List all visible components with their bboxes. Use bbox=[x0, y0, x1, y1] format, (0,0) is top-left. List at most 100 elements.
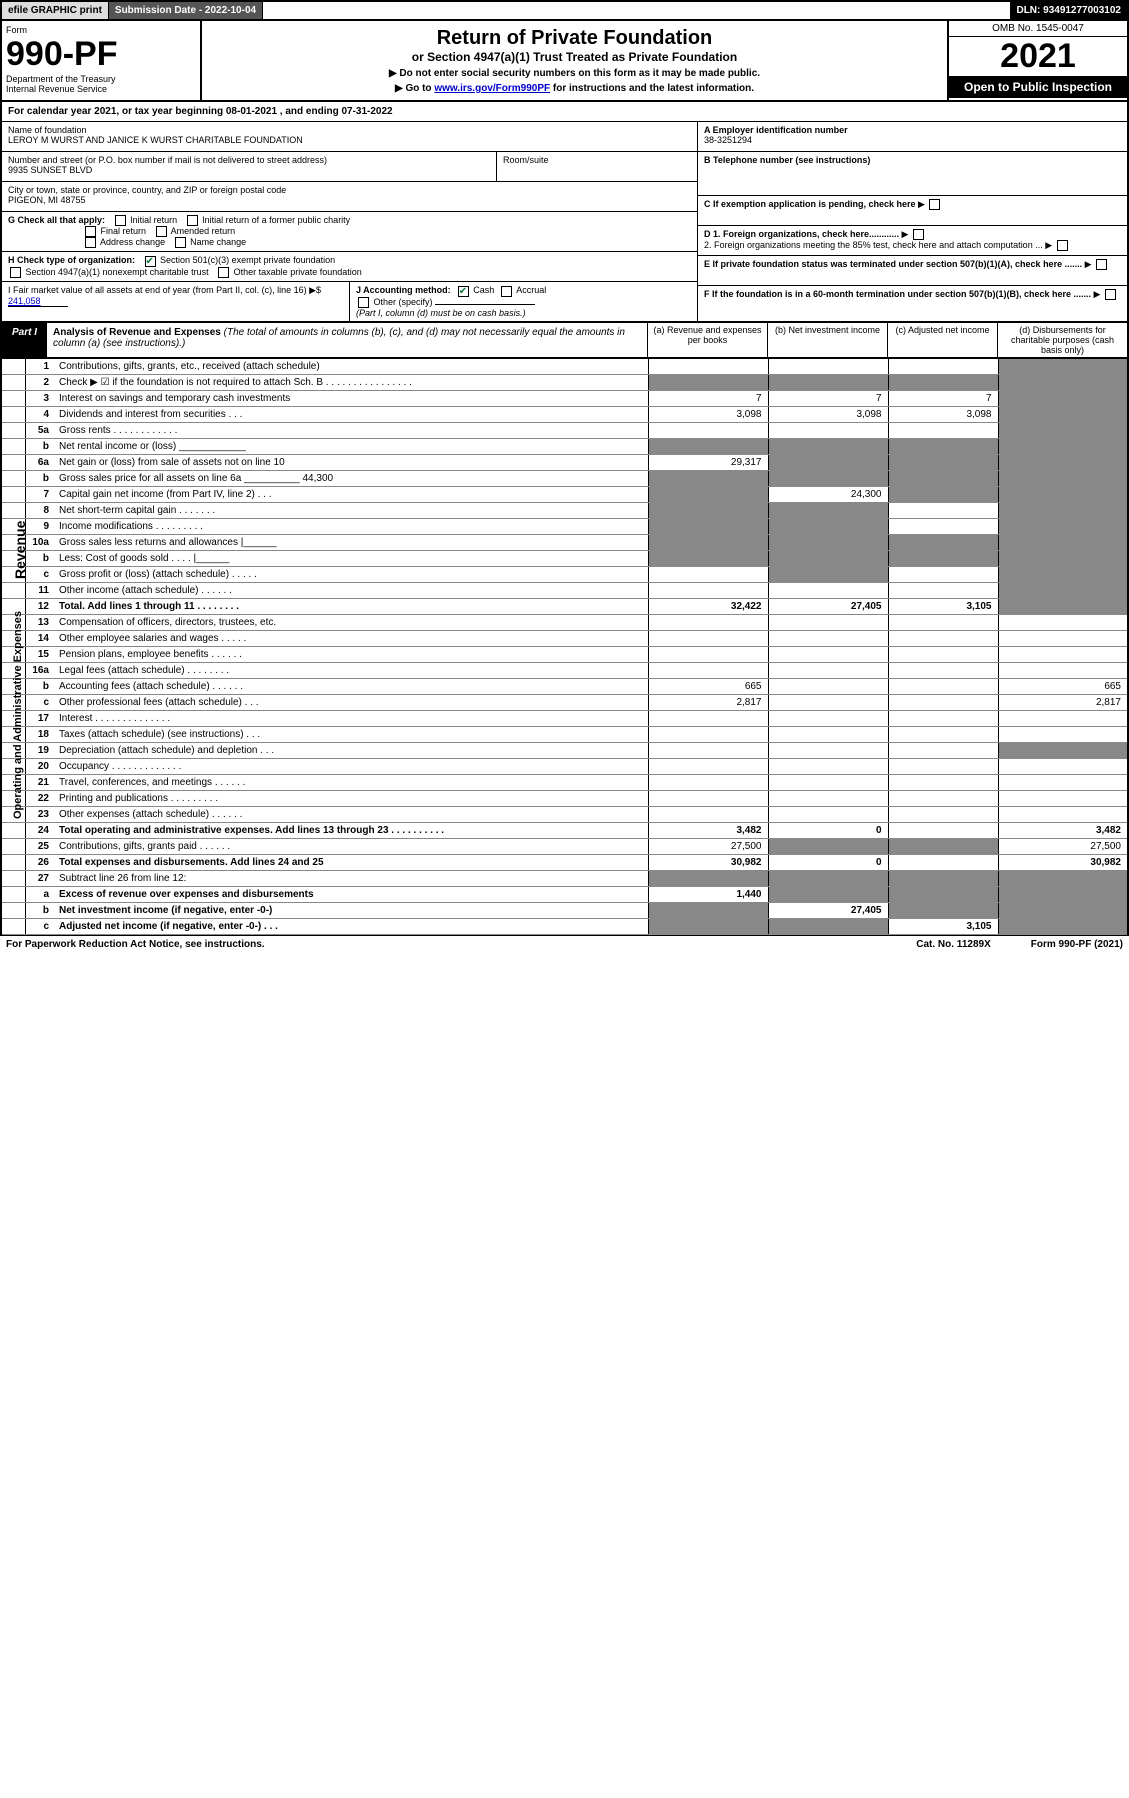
cb-accrual[interactable] bbox=[501, 286, 512, 297]
table-row: 6aNet gain or (loss) from sale of assets… bbox=[1, 454, 1128, 470]
fmv-value[interactable]: 241,058 bbox=[8, 296, 68, 307]
form-number: 990-PF bbox=[6, 35, 196, 74]
omb: OMB No. 1545-0047 bbox=[949, 21, 1127, 37]
col-c-header: (c) Adjusted net income bbox=[887, 323, 997, 357]
submission-date: Submission Date - 2022-10-04 bbox=[109, 2, 263, 19]
i-label: I Fair market value of all assets at end… bbox=[8, 285, 321, 295]
form-label: Form bbox=[6, 25, 196, 35]
g-label: G Check all that apply: bbox=[8, 215, 105, 225]
cb-4947[interactable] bbox=[10, 267, 21, 278]
d2-label: 2. Foreign organizations meeting the 85%… bbox=[704, 240, 1043, 250]
cb-501c3[interactable] bbox=[145, 256, 156, 267]
city-label: City or town, state or province, country… bbox=[8, 185, 691, 195]
cb-other-taxable[interactable] bbox=[218, 267, 229, 278]
table-row: 7Capital gain net income (from Part IV, … bbox=[1, 486, 1128, 502]
form-ref: Form 990-PF (2021) bbox=[1031, 939, 1123, 950]
paperwork-notice: For Paperwork Reduction Act Notice, see … bbox=[6, 939, 265, 950]
cb-exemption-pending[interactable] bbox=[929, 199, 940, 210]
cb-other-method[interactable] bbox=[358, 297, 369, 308]
table-row: 12Total. Add lines 1 through 11 . . . . … bbox=[1, 598, 1128, 614]
cb-cash[interactable] bbox=[458, 286, 469, 297]
table-row: 21Travel, conferences, and meetings . . … bbox=[1, 774, 1128, 790]
table-row: aExcess of revenue over expenses and dis… bbox=[1, 886, 1128, 902]
table-row: cOther professional fees (attach schedul… bbox=[1, 694, 1128, 710]
table-row: bNet rental income or (loss) ___________… bbox=[1, 438, 1128, 454]
table-row: 5aGross rents . . . . . . . . . . . . bbox=[1, 422, 1128, 438]
c-label: C If exemption application is pending, c… bbox=[704, 199, 916, 209]
table-row: 22Printing and publications . . . . . . … bbox=[1, 790, 1128, 806]
table-row: bLess: Cost of goods sold . . . . |_____… bbox=[1, 550, 1128, 566]
form-title: Return of Private Foundation bbox=[208, 27, 941, 50]
table-row: 3Interest on savings and temporary cash … bbox=[1, 390, 1128, 406]
note-link: ▶ Go to www.irs.gov/Form990PF for instru… bbox=[208, 83, 941, 94]
part1-title: Analysis of Revenue and Expenses bbox=[53, 327, 221, 338]
table-row: 16aLegal fees (attach schedule) . . . . … bbox=[1, 662, 1128, 678]
calendar-year-line: For calendar year 2021, or tax year begi… bbox=[0, 102, 1129, 122]
table-row: 24Total operating and administrative exp… bbox=[1, 822, 1128, 838]
table-row: 14Other employee salaries and wages . . … bbox=[1, 630, 1128, 646]
top-bar: efile GRAPHIC print Submission Date - 20… bbox=[0, 0, 1129, 21]
identity-block: Name of foundation LEROY M WURST AND JAN… bbox=[0, 122, 1129, 323]
table-row: 18Taxes (attach schedule) (see instructi… bbox=[1, 726, 1128, 742]
table-row: 10aGross sales less returns and allowanc… bbox=[1, 534, 1128, 550]
table-row: 19Depreciation (attach schedule) and dep… bbox=[1, 742, 1128, 758]
addr-label: Number and street (or P.O. box number if… bbox=[8, 155, 490, 165]
table-row: 23Other expenses (attach schedule) . . .… bbox=[1, 806, 1128, 822]
f-label: F If the foundation is in a 60-month ter… bbox=[704, 289, 1091, 299]
table-row: bAccounting fees (attach schedule) . . .… bbox=[1, 678, 1128, 694]
cb-name-change[interactable] bbox=[175, 237, 186, 248]
note-ssn: ▶ Do not enter social security numbers o… bbox=[208, 68, 941, 79]
cb-terminated[interactable] bbox=[1096, 259, 1107, 270]
table-row: 1Contributions, gifts, grants, etc., rec… bbox=[1, 359, 1128, 375]
table-row: 2Check ▶ ☑ if the foundation is not requ… bbox=[1, 374, 1128, 390]
col-a-header: (a) Revenue and expenses per books bbox=[647, 323, 767, 357]
a-label: A Employer identification number bbox=[704, 125, 848, 135]
open-to-public: Open to Public Inspection bbox=[949, 76, 1127, 98]
table-row: 20Occupancy . . . . . . . . . . . . . bbox=[1, 758, 1128, 774]
cb-60month[interactable] bbox=[1105, 289, 1116, 300]
cat-no: Cat. No. 11289X bbox=[916, 939, 990, 950]
name-label: Name of foundation bbox=[8, 125, 691, 135]
table-row: 8Net short-term capital gain . . . . . .… bbox=[1, 502, 1128, 518]
part1-header: Part I Analysis of Revenue and Expenses … bbox=[0, 323, 1129, 359]
form-subtitle: or Section 4947(a)(1) Trust Treated as P… bbox=[208, 50, 941, 64]
col-d-header: (d) Disbursements for charitable purpose… bbox=[997, 323, 1127, 357]
irs-link[interactable]: www.irs.gov/Form990PF bbox=[434, 83, 550, 94]
cb-initial-return[interactable] bbox=[115, 215, 126, 226]
ein-value: 38-3251294 bbox=[704, 135, 752, 145]
table-row: 26Total expenses and disbursements. Add … bbox=[1, 854, 1128, 870]
cb-amended[interactable] bbox=[156, 226, 167, 237]
cb-foreign-85[interactable] bbox=[1057, 240, 1068, 251]
room-label: Room/suite bbox=[497, 152, 697, 181]
table-row: bNet investment income (if negative, ent… bbox=[1, 902, 1128, 918]
table-row: 4Dividends and interest from securities … bbox=[1, 406, 1128, 422]
table-row: cAdjusted net income (if negative, enter… bbox=[1, 918, 1128, 934]
table-row: cGross profit or (loss) (attach schedule… bbox=[1, 566, 1128, 582]
cb-address-change[interactable] bbox=[85, 237, 96, 248]
cb-foreign-org[interactable] bbox=[913, 229, 924, 240]
form-header: Form 990-PF Department of the Treasury I… bbox=[0, 21, 1129, 102]
irs: Internal Revenue Service bbox=[6, 84, 196, 94]
table-row: 9Income modifications . . . . . . . . . bbox=[1, 518, 1128, 534]
cb-initial-former[interactable] bbox=[187, 215, 198, 226]
foundation-name: LEROY M WURST AND JANICE K WURST CHARITA… bbox=[8, 135, 691, 145]
e-label: E If private foundation status was termi… bbox=[704, 259, 1082, 269]
street-address: 9935 SUNSET BLVD bbox=[8, 165, 490, 175]
city-state-zip: PIGEON, MI 48755 bbox=[8, 195, 691, 205]
page-footer: For Paperwork Reduction Act Notice, see … bbox=[0, 935, 1129, 953]
table-row: 13Compensation of officers, directors, t… bbox=[1, 614, 1128, 630]
table-row: 11Other income (attach schedule) . . . .… bbox=[1, 582, 1128, 598]
table-row: 25Contributions, gifts, grants paid . . … bbox=[1, 838, 1128, 854]
j-label: J Accounting method: bbox=[356, 285, 451, 295]
table-row: 27Subtract line 26 from line 12: bbox=[1, 870, 1128, 886]
h-label: H Check type of organization: bbox=[8, 255, 135, 265]
table-row: 17Interest . . . . . . . . . . . . . . bbox=[1, 710, 1128, 726]
j-note: (Part I, column (d) must be on cash basi… bbox=[356, 308, 526, 318]
table-row: 15Pension plans, employee benefits . . .… bbox=[1, 646, 1128, 662]
tax-year: 2021 bbox=[949, 37, 1127, 76]
dept: Department of the Treasury bbox=[6, 74, 196, 84]
expenses-side-label: Operating and Administrative Expenses bbox=[12, 611, 24, 819]
cb-final-return[interactable] bbox=[85, 226, 96, 237]
efile-label[interactable]: efile GRAPHIC print bbox=[2, 2, 109, 19]
part1-tag: Part I bbox=[2, 323, 47, 357]
